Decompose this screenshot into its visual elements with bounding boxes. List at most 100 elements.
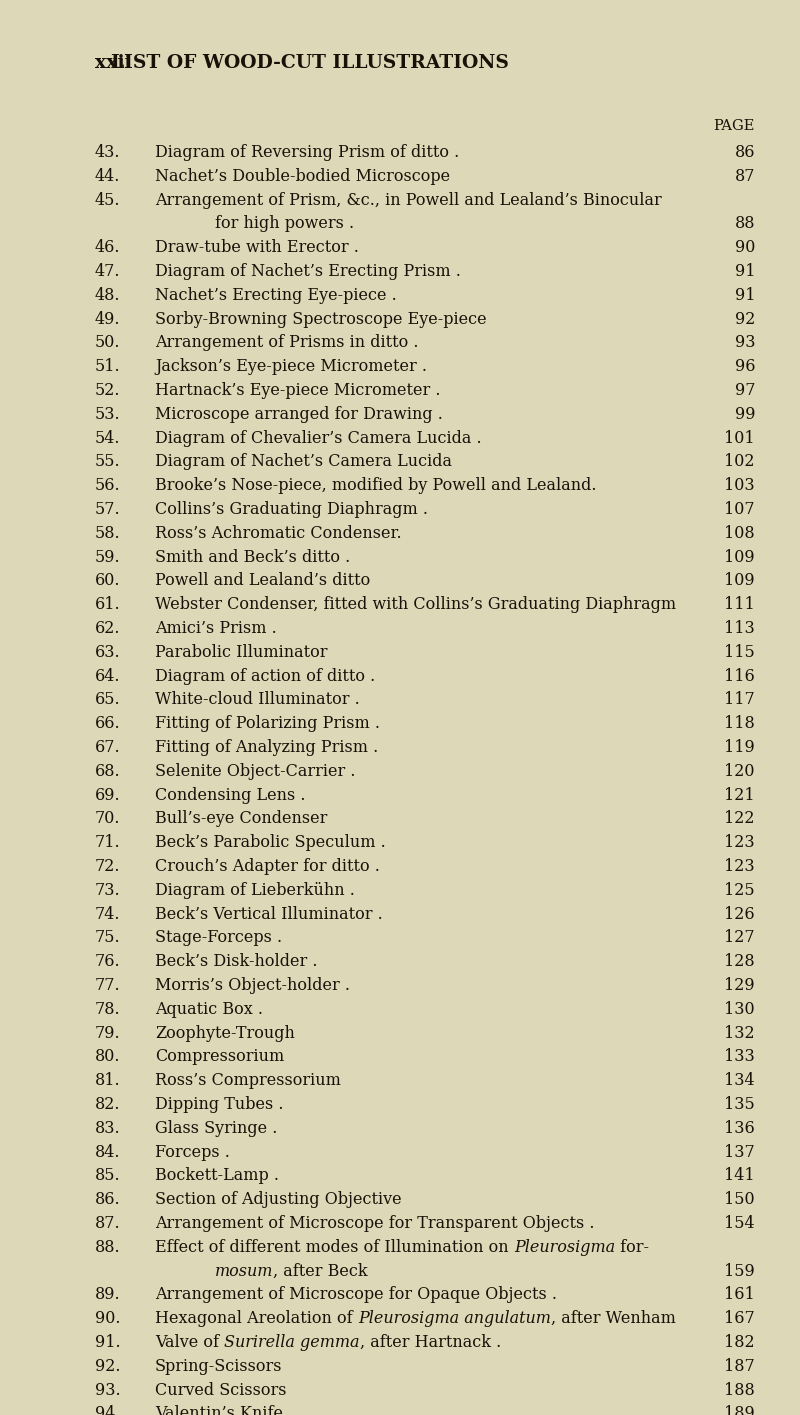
Text: 75.: 75. [95, 930, 121, 947]
Text: 128: 128 [724, 954, 755, 971]
Text: , after Wenham: , after Wenham [550, 1310, 675, 1327]
Text: 127: 127 [724, 930, 755, 947]
Text: Morris’s Object-holder .: Morris’s Object-holder . [155, 976, 350, 993]
Text: 103: 103 [724, 477, 755, 494]
Text: Zoophyte-Trough: Zoophyte-Trough [155, 1024, 295, 1041]
Text: 50.: 50. [95, 334, 121, 351]
Text: 136: 136 [724, 1119, 755, 1136]
Text: 99: 99 [734, 406, 755, 423]
Text: 58.: 58. [95, 525, 121, 542]
Text: 91: 91 [734, 263, 755, 280]
Text: Effect of different modes of Illumination on: Effect of different modes of Illuminatio… [155, 1238, 514, 1255]
Text: 108: 108 [724, 525, 755, 542]
Text: , after Beck: , after Beck [274, 1262, 368, 1279]
Text: 102: 102 [725, 453, 755, 470]
Text: 43.: 43. [95, 144, 121, 161]
Text: 62.: 62. [95, 620, 121, 637]
Text: 79.: 79. [95, 1024, 121, 1041]
Text: Diagram of Nachet’s Camera Lucida: Diagram of Nachet’s Camera Lucida [155, 453, 452, 470]
Text: xxii: xxii [95, 54, 132, 72]
Text: 161: 161 [724, 1286, 755, 1303]
Text: White-cloud Illuminator .: White-cloud Illuminator . [155, 692, 360, 709]
Text: 70.: 70. [95, 811, 121, 828]
Text: Arrangement of Prism, &c., in Powell and Lealand’s Binocular: Arrangement of Prism, &c., in Powell and… [155, 191, 662, 208]
Text: Beck’s Disk-holder .: Beck’s Disk-holder . [155, 954, 318, 971]
Text: Curved Scissors: Curved Scissors [155, 1381, 286, 1398]
Text: 187: 187 [724, 1358, 755, 1375]
Text: 92: 92 [734, 311, 755, 328]
Text: 83.: 83. [95, 1119, 121, 1136]
Text: 63.: 63. [95, 644, 121, 661]
Text: 133: 133 [724, 1049, 755, 1065]
Text: Hexagonal Areolation of: Hexagonal Areolation of [155, 1310, 358, 1327]
Text: 48.: 48. [95, 287, 121, 304]
Text: 159: 159 [724, 1262, 755, 1279]
Text: 93.: 93. [95, 1381, 121, 1398]
Text: 120: 120 [725, 763, 755, 780]
Text: 96: 96 [734, 358, 755, 375]
Text: 123: 123 [724, 835, 755, 852]
Text: 91: 91 [734, 287, 755, 304]
Text: 76.: 76. [95, 954, 121, 971]
Text: 101: 101 [724, 430, 755, 447]
Text: Ross’s Achromatic Condenser.: Ross’s Achromatic Condenser. [155, 525, 402, 542]
Text: Pleurosigma angulatum: Pleurosigma angulatum [358, 1310, 550, 1327]
Text: Compressorium: Compressorium [155, 1049, 284, 1065]
Text: 84.: 84. [95, 1143, 121, 1160]
Text: 93: 93 [734, 334, 755, 351]
Text: Hartnack’s Eye-piece Micrometer .: Hartnack’s Eye-piece Micrometer . [155, 382, 441, 399]
Text: Section of Adjusting Objective: Section of Adjusting Objective [155, 1191, 402, 1208]
Text: Ross’s Compressorium: Ross’s Compressorium [155, 1073, 341, 1090]
Text: for-: for- [615, 1238, 649, 1255]
Text: Bull’s-eye Condenser: Bull’s-eye Condenser [155, 811, 327, 828]
Text: , after Hartnack .: , after Hartnack . [360, 1334, 501, 1351]
Text: Arrangement of Prisms in ditto .: Arrangement of Prisms in ditto . [155, 334, 418, 351]
Text: 72.: 72. [95, 857, 121, 874]
Text: Fitting of Polarizing Prism .: Fitting of Polarizing Prism . [155, 715, 380, 732]
Text: Arrangement of Microscope for Transparent Objects .: Arrangement of Microscope for Transparen… [155, 1215, 594, 1232]
Text: 65.: 65. [95, 692, 121, 709]
Text: 90.: 90. [95, 1310, 121, 1327]
Text: Webster Condenser, fitted with Collins’s Graduating Diaphragm: Webster Condenser, fitted with Collins’s… [155, 596, 676, 613]
Text: 68.: 68. [95, 763, 121, 780]
Text: 64.: 64. [95, 668, 121, 685]
Text: 107: 107 [724, 501, 755, 518]
Text: Selenite Object-Carrier .: Selenite Object-Carrier . [155, 763, 355, 780]
Text: Draw-tube with Erector .: Draw-tube with Erector . [155, 239, 359, 256]
Text: Diagram of Chevalier’s Camera Lucida .: Diagram of Chevalier’s Camera Lucida . [155, 430, 482, 447]
Text: Diagram of Reversing Prism of ditto .: Diagram of Reversing Prism of ditto . [155, 144, 459, 161]
Text: for high powers .: for high powers . [215, 215, 354, 232]
Text: mosum: mosum [215, 1262, 274, 1279]
Text: Condensing Lens .: Condensing Lens . [155, 787, 306, 804]
Text: 87.: 87. [95, 1215, 121, 1232]
Text: 88: 88 [734, 215, 755, 232]
Text: 135: 135 [724, 1097, 755, 1114]
Text: 130: 130 [724, 1000, 755, 1017]
Text: 71.: 71. [95, 835, 121, 852]
Text: 78.: 78. [95, 1000, 121, 1017]
Text: Parabolic Illuminator: Parabolic Illuminator [155, 644, 327, 661]
Text: 69.: 69. [95, 787, 121, 804]
Text: 189: 189 [724, 1405, 755, 1415]
Text: 61.: 61. [95, 596, 121, 613]
Text: 86.: 86. [95, 1191, 121, 1208]
Text: 85.: 85. [95, 1167, 121, 1184]
Text: 132: 132 [724, 1024, 755, 1041]
Text: 117: 117 [724, 692, 755, 709]
Text: 137: 137 [724, 1143, 755, 1160]
Text: Microscope arranged for Drawing .: Microscope arranged for Drawing . [155, 406, 443, 423]
Text: 47.: 47. [95, 263, 121, 280]
Text: 89.: 89. [95, 1286, 121, 1303]
Text: 80.: 80. [95, 1049, 121, 1065]
Text: Crouch’s Adapter for ditto .: Crouch’s Adapter for ditto . [155, 857, 380, 874]
Text: Arrangement of Microscope for Opaque Objects .: Arrangement of Microscope for Opaque Obj… [155, 1286, 557, 1303]
Text: Valentin’s Knife .: Valentin’s Knife . [155, 1405, 294, 1415]
Text: 129: 129 [724, 976, 755, 993]
Text: 46.: 46. [95, 239, 121, 256]
Text: 109: 109 [724, 573, 755, 590]
Text: 92.: 92. [95, 1358, 121, 1375]
Text: 73.: 73. [95, 882, 121, 899]
Text: 167: 167 [724, 1310, 755, 1327]
Text: 66.: 66. [95, 715, 121, 732]
Text: 45.: 45. [95, 191, 121, 208]
